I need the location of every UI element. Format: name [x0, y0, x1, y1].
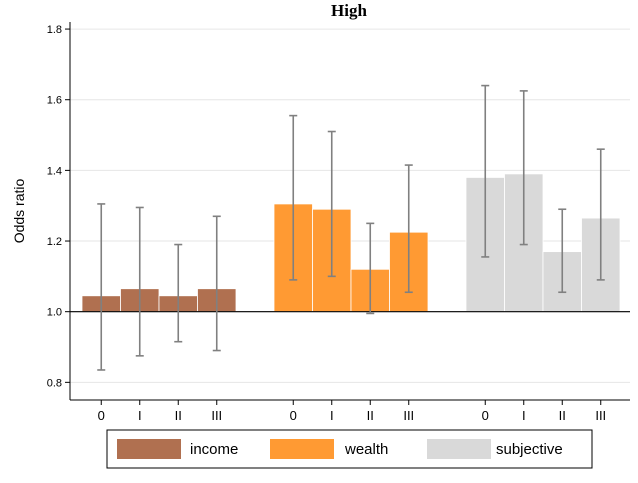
x-tick-label: I [330, 408, 334, 423]
legend: income wealth subjective [106, 429, 593, 469]
y-tick-label: 1.8 [47, 24, 62, 36]
y-axis-title: Odds ratio [11, 178, 27, 243]
bars [81, 173, 621, 313]
y-tick-label: 1.2 [47, 236, 62, 248]
legend-swatch-subjective [427, 439, 491, 459]
x-tick-label: II [367, 408, 374, 423]
axes: 0.81.01.21.41.61.80 I II III 0 I II III 0 I II III [47, 22, 630, 423]
x-tick-label: II [559, 408, 566, 423]
x-tick-label: I [138, 408, 142, 423]
legend-box [106, 429, 593, 469]
gridlines [70, 28, 630, 383]
x-tick-label: 0 [290, 408, 297, 423]
legend-label-income: income [190, 441, 238, 458]
legend-label-subjective: subjective [496, 441, 563, 458]
y-tick-label: 1.4 [47, 165, 62, 177]
legend-label-wealth: wealth [344, 441, 388, 458]
x-tick-label: 0 [482, 408, 489, 423]
y-tick-label: 1.0 [47, 307, 62, 319]
x-tick-label: III [403, 408, 414, 423]
x-tick-label: II [175, 408, 182, 423]
error-bars [97, 84, 605, 371]
legend-swatch-income [117, 439, 181, 459]
x-tick-label: III [211, 408, 222, 423]
y-tick-label: 0.8 [47, 377, 62, 389]
x-tick-label: I [522, 408, 526, 423]
x-tick-label: III [595, 408, 606, 423]
y-tick-label: 1.6 [47, 95, 62, 107]
chart-title: High [331, 1, 367, 20]
x-tick-label: 0 [98, 408, 105, 423]
legend-swatch-wealth [270, 439, 334, 459]
